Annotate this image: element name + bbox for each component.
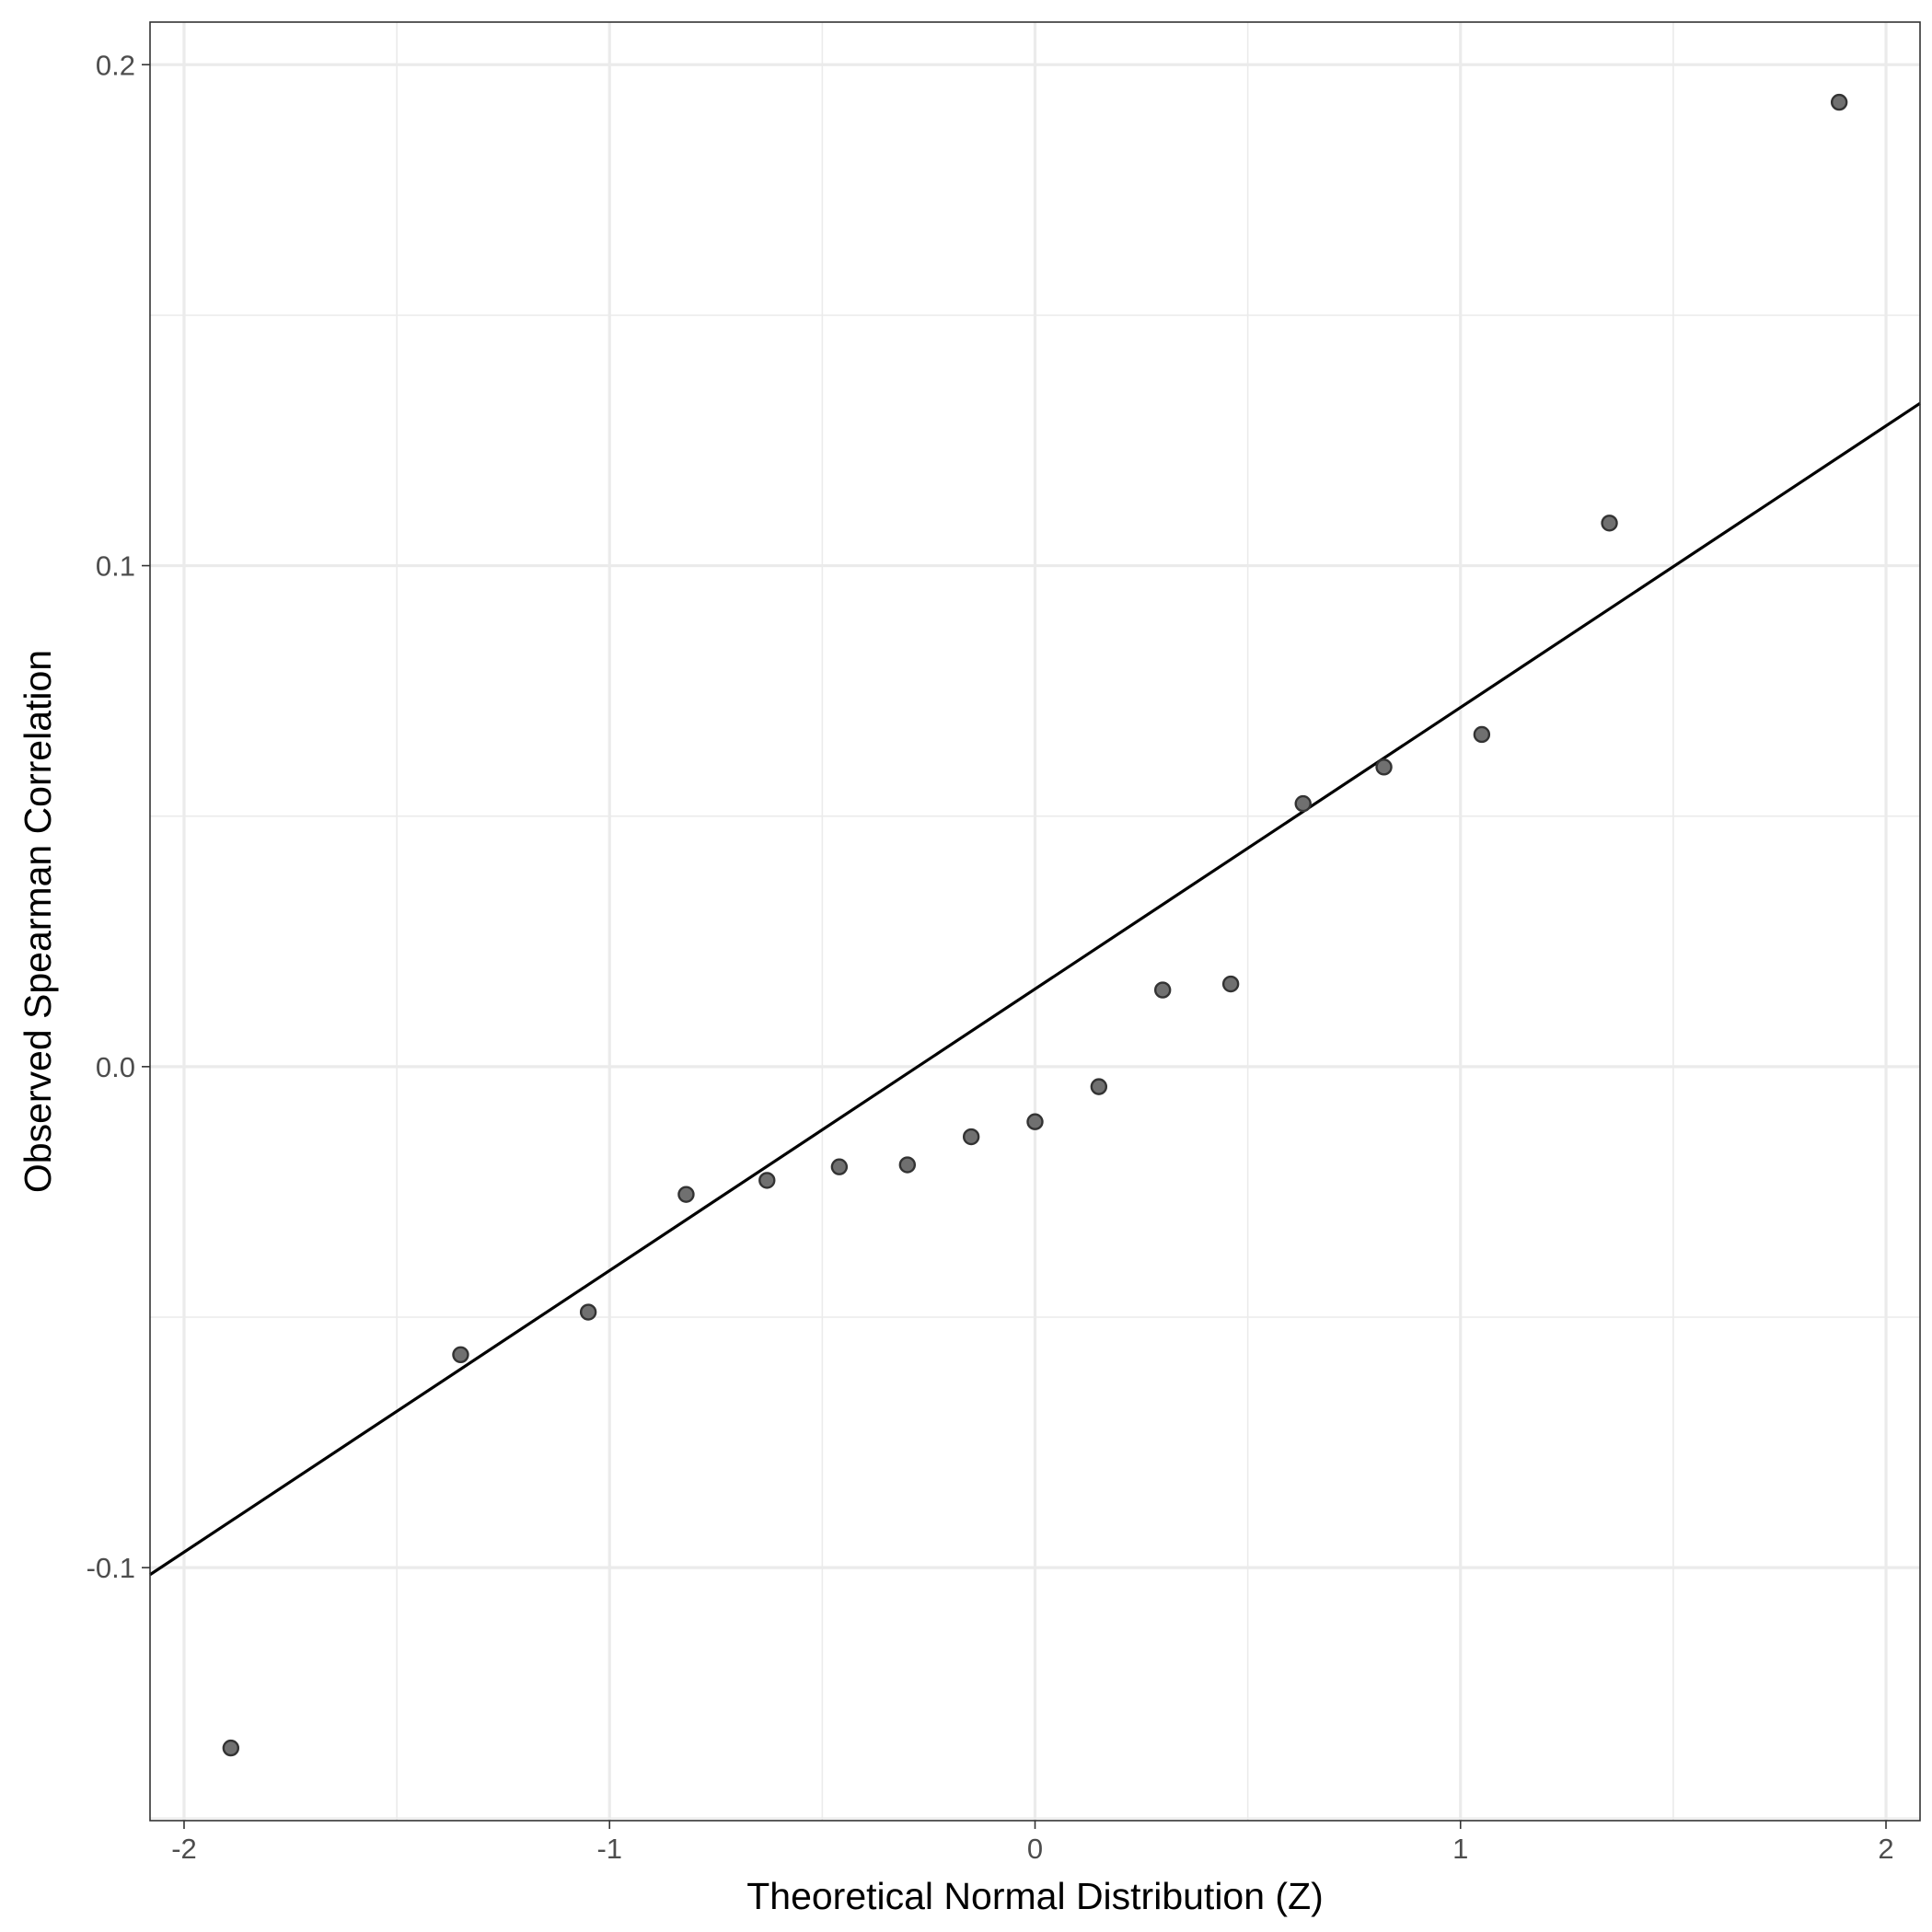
x-tick-label: -2 xyxy=(171,1833,197,1865)
y-tick-label: -0.1 xyxy=(87,1552,135,1584)
data-point xyxy=(1601,515,1618,532)
data-point xyxy=(222,1739,240,1757)
x-tick-label: 0 xyxy=(1027,1833,1043,1865)
data-point xyxy=(579,1303,597,1321)
data-point xyxy=(452,1346,469,1364)
data-point xyxy=(1026,1113,1044,1130)
y-axis: -0.1 0.0 0.1 0.2 xyxy=(87,49,150,1584)
grid-lines xyxy=(150,22,1920,1821)
data-point xyxy=(1473,725,1491,744)
data-points xyxy=(222,93,1848,1757)
data-point xyxy=(1830,93,1848,111)
y-tick-label: 0.2 xyxy=(96,49,135,81)
data-point xyxy=(962,1128,980,1146)
reference-line xyxy=(149,401,1921,1577)
y-tick-label: 0.0 xyxy=(96,1051,135,1083)
x-tick-label: -1 xyxy=(596,1833,622,1865)
x-tick-label: 1 xyxy=(1452,1833,1468,1865)
x-axis-title: Theoretical Normal Distribution (Z) xyxy=(746,1875,1324,1917)
data-point xyxy=(1294,794,1312,813)
data-point xyxy=(1090,1078,1108,1095)
data-point xyxy=(830,1158,849,1175)
reference-line-group xyxy=(149,401,1921,1577)
y-tick-label: 0.1 xyxy=(96,550,135,583)
data-point xyxy=(677,1186,695,1203)
x-axis: -2 -1 0 1 2 xyxy=(171,1821,1894,1865)
y-axis-title: Observed Spearman Correlation xyxy=(17,650,59,1193)
data-point xyxy=(1221,975,1240,993)
data-point xyxy=(898,1156,917,1174)
data-point xyxy=(1153,981,1172,999)
x-tick-label: 2 xyxy=(1878,1833,1893,1865)
data-point xyxy=(758,1172,776,1189)
data-point xyxy=(1375,758,1393,776)
